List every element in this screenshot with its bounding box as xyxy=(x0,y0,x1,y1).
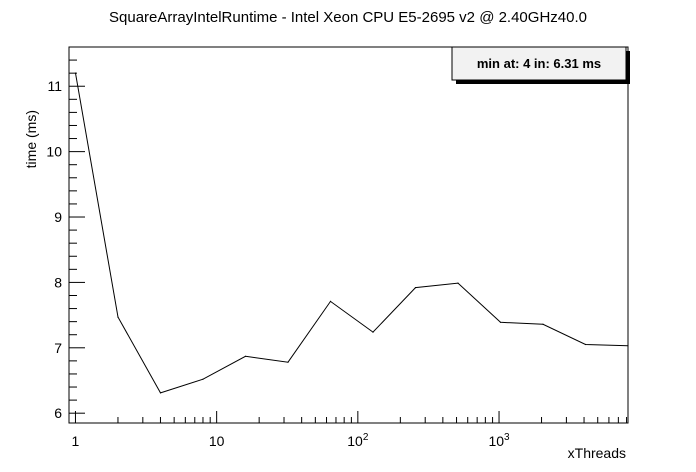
data-point xyxy=(117,316,119,318)
data-point xyxy=(457,282,459,284)
x-axis: 1 10 102 103 xyxy=(72,411,628,449)
data-point xyxy=(372,331,374,333)
y-tick-label: 11 xyxy=(47,78,62,94)
data-point xyxy=(584,343,587,346)
data-point xyxy=(329,300,332,302)
chart-title: SquareArrayIntelRuntime - Intel Xeon CPU… xyxy=(109,9,587,26)
data-point xyxy=(159,392,162,394)
data-point xyxy=(74,72,77,74)
y-tick-label: 6 xyxy=(54,405,62,421)
annotation-panel xyxy=(451,46,627,81)
annotation-text: min at: 4 in: 6.31 ms xyxy=(477,56,601,71)
plot-frame xyxy=(68,46,629,424)
y-tick-label: 10 xyxy=(46,144,62,160)
data-point xyxy=(414,287,417,289)
y-axis-label: time (ms) xyxy=(23,110,39,168)
data-point xyxy=(627,345,629,347)
series-line xyxy=(75,73,629,394)
y-axis: 6 7 8 9 10 11 xyxy=(46,46,85,421)
y-tick-label: 8 xyxy=(54,274,62,290)
x-tick-label: 103 xyxy=(488,432,510,449)
x-axis-label: xThreads xyxy=(568,445,626,461)
x-tick-label: 10 xyxy=(209,433,225,449)
data-point xyxy=(244,355,247,357)
y-tick-label: 9 xyxy=(54,209,62,225)
x-tick-label: 1 xyxy=(72,433,80,449)
x-tick-label: 102 xyxy=(347,432,369,449)
data-point xyxy=(287,361,289,363)
data-point xyxy=(202,378,204,380)
series-layer xyxy=(74,72,629,394)
data-point xyxy=(499,321,502,323)
annotation-box: min at: 4 in: 6.31 ms xyxy=(451,46,630,84)
data-point xyxy=(542,323,544,325)
y-tick-label: 7 xyxy=(54,340,62,356)
